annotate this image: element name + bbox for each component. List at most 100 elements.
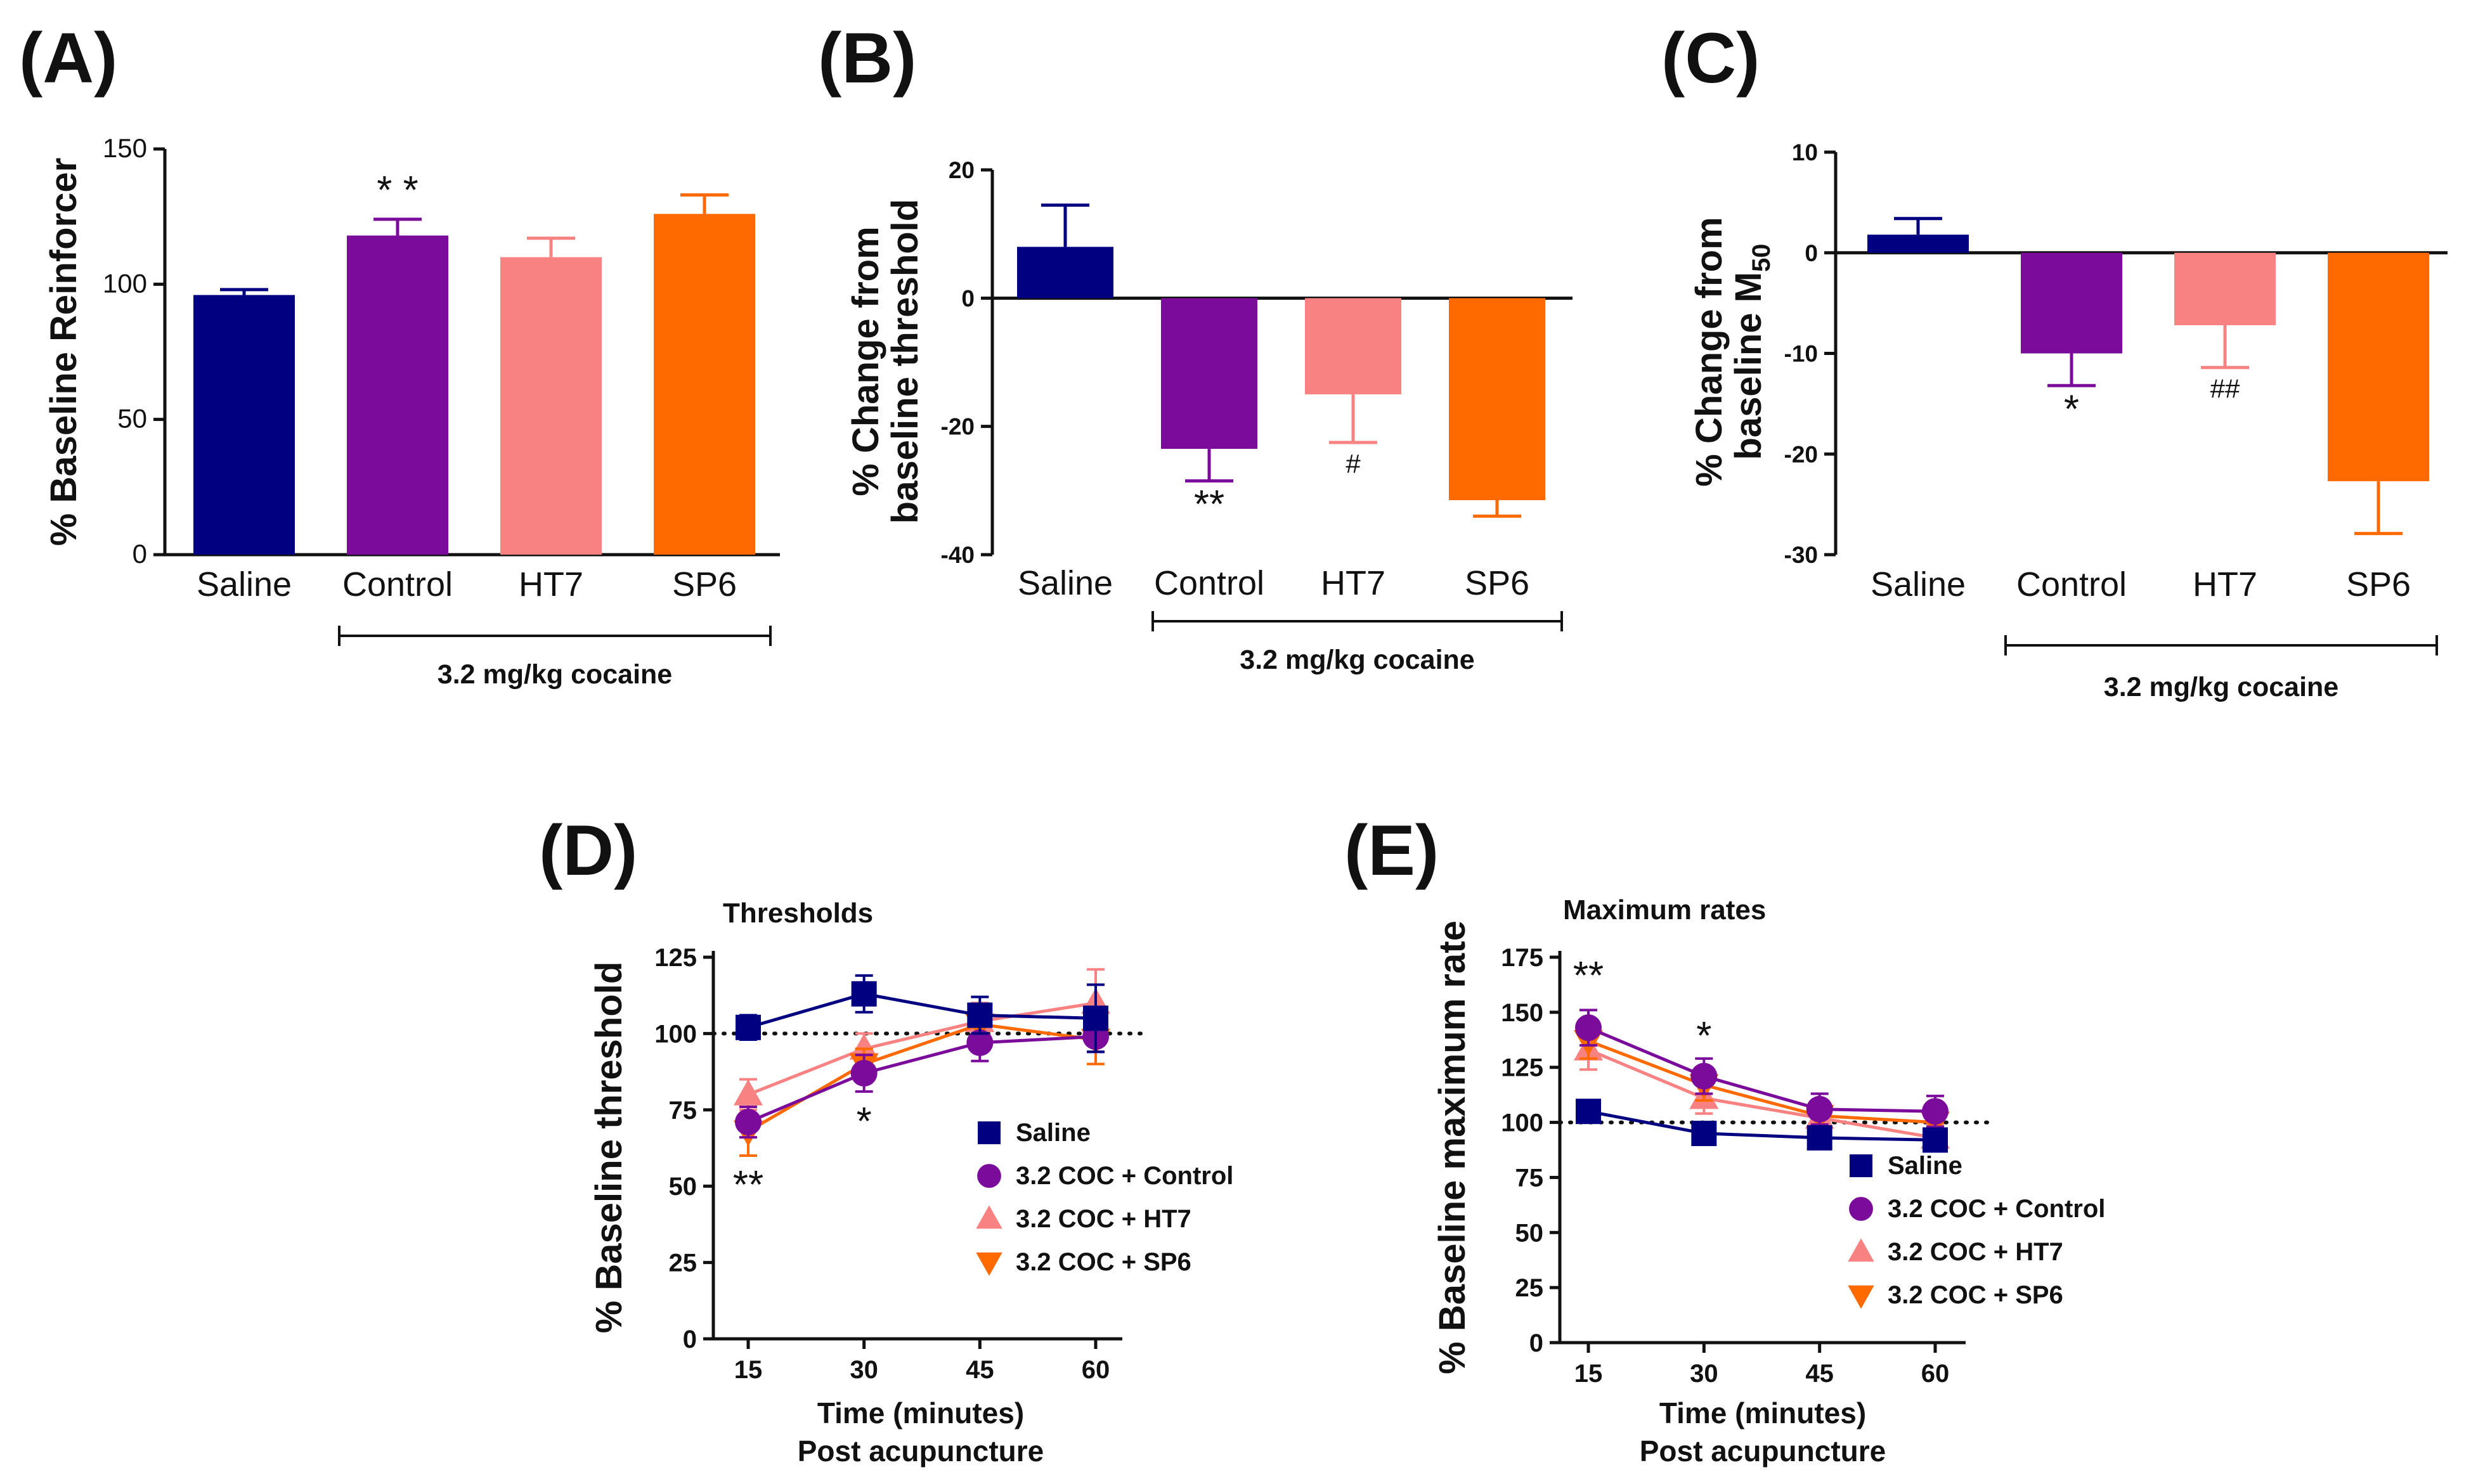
category-label-saline: Saline bbox=[1871, 565, 1966, 603]
bar-ht7 bbox=[500, 257, 602, 555]
y-tick-label: 125 bbox=[654, 944, 697, 972]
bar-sp6 bbox=[654, 214, 755, 555]
legend-label-3-2-coc-control: 3.2 COC + Control bbox=[1016, 1162, 1233, 1190]
y-axis-label: % Baseline threshold bbox=[588, 962, 630, 1334]
y-tick-label: 0 bbox=[133, 539, 147, 569]
significance-marker: * * bbox=[377, 169, 418, 212]
significance-marker: ## bbox=[2210, 374, 2240, 404]
y-axis-label-line: baseline M bbox=[1728, 272, 1769, 460]
data-point-3-2-coc-ht7 bbox=[849, 1033, 879, 1060]
legend-marker-saline bbox=[1850, 1154, 1872, 1177]
data-point-saline bbox=[967, 1002, 993, 1028]
series-line-saline bbox=[748, 992, 1096, 1029]
bracket-label: 3.2 mg/kg cocaine bbox=[438, 659, 672, 690]
category-label-ht7: HT7 bbox=[519, 565, 583, 603]
significance-marker: * bbox=[1696, 1014, 1711, 1058]
x-tick-label: 15 bbox=[1574, 1360, 1603, 1388]
data-point-saline bbox=[1806, 1125, 1832, 1151]
y-tick-label: 100 bbox=[1501, 1109, 1543, 1137]
significance-marker: * bbox=[2064, 387, 2079, 431]
y-tick-label: 75 bbox=[1515, 1164, 1544, 1192]
category-label-saline: Saline bbox=[1018, 564, 1113, 602]
category-label-control: Control bbox=[342, 565, 453, 603]
panel-letter-a: (A) bbox=[19, 18, 117, 98]
legend-marker-3-2-coc-sp6 bbox=[976, 1252, 1002, 1276]
data-point-saline bbox=[1576, 1099, 1601, 1125]
y-tick-label: 150 bbox=[103, 133, 147, 163]
data-point-3-2-coc-ht7 bbox=[734, 1079, 763, 1106]
category-label-sp6: SP6 bbox=[672, 565, 737, 603]
data-point-saline bbox=[1923, 1127, 1948, 1153]
category-label-control: Control bbox=[2016, 565, 2127, 603]
y-tick-label: 0 bbox=[1805, 240, 1818, 266]
y-tick-label: 50 bbox=[117, 404, 147, 434]
x-axis-sublabel: Post acupuncture bbox=[798, 1435, 1044, 1468]
panel-letter-b: (B) bbox=[818, 18, 916, 98]
y-tick-label: 100 bbox=[654, 1020, 697, 1048]
bar-saline bbox=[1867, 235, 1969, 253]
bar-control bbox=[347, 235, 448, 555]
y-tick-label: 150 bbox=[1501, 999, 1543, 1027]
data-point-saline bbox=[851, 981, 877, 1007]
y-tick-label: -20 bbox=[941, 414, 975, 440]
x-axis-label: Time (minutes) bbox=[1659, 1397, 1866, 1429]
significance-marker: ** bbox=[733, 1163, 763, 1207]
panel-a-bar-chart: 0 50 100 150 Saline Control * * HT7 SP6 3.2 mg/kg… bbox=[43, 133, 780, 690]
legend-label-3-2-coc-ht7: 3.2 COC + HT7 bbox=[1888, 1238, 2063, 1266]
y-axis-label: % Baseline maximum rate bbox=[1432, 920, 1473, 1374]
y-axis-label-subscript: 50 bbox=[1748, 243, 1775, 272]
legend-label-saline: Saline bbox=[1888, 1152, 1962, 1180]
bar-sp6 bbox=[1449, 298, 1545, 501]
data-point-saline bbox=[1083, 1005, 1108, 1031]
panel-letter-c: (C) bbox=[1661, 18, 1760, 98]
y-axis-label-line: % Change from bbox=[1689, 217, 1730, 486]
significance-marker: # bbox=[1346, 449, 1361, 479]
x-tick-label: 60 bbox=[1921, 1360, 1950, 1388]
data-point-3-2-coc-control bbox=[850, 1060, 878, 1087]
chart-title: Thresholds bbox=[723, 898, 873, 929]
x-tick-label: 30 bbox=[1690, 1360, 1718, 1388]
y-axis-label: % Change frombaseline M50 bbox=[1689, 217, 1775, 486]
bar-saline bbox=[193, 295, 295, 555]
x-tick-label: 30 bbox=[850, 1356, 878, 1384]
series-line-3-2-coc-control bbox=[748, 1035, 1096, 1124]
category-label-saline: Saline bbox=[197, 565, 292, 603]
data-point-3-2-coc-control bbox=[1806, 1095, 1833, 1123]
legend-marker-3-2-coc-sp6 bbox=[1848, 1285, 1874, 1309]
x-axis-label: Time (minutes) bbox=[817, 1397, 1024, 1429]
y-tick-label: 10 bbox=[1792, 139, 1818, 165]
y-axis-label-line: % Change from bbox=[845, 226, 886, 496]
y-axis-label: % Change frombaseline threshold bbox=[845, 199, 926, 524]
y-tick-label: 175 bbox=[1501, 944, 1543, 972]
y-tick-label: 0 bbox=[1529, 1329, 1543, 1357]
bar-control bbox=[2021, 252, 2122, 354]
chart-title: Maximum rates bbox=[1563, 894, 1766, 926]
y-tick-label: 100 bbox=[103, 268, 147, 298]
significance-marker: ** bbox=[1573, 954, 1604, 998]
bar-ht7 bbox=[2174, 252, 2276, 326]
series-line-3-2-coc-ht7 bbox=[1588, 1048, 1936, 1140]
category-label-ht7: HT7 bbox=[1321, 564, 1385, 602]
legend-label-3-2-coc-ht7: 3.2 COC + HT7 bbox=[1016, 1205, 1191, 1233]
legend-label-3-2-coc-control: 3.2 COC + Control bbox=[1888, 1195, 2105, 1223]
legend-label-3-2-coc-sp6: 3.2 COC + SP6 bbox=[1888, 1281, 2063, 1309]
series-line-3-2-coc-sp6 bbox=[1588, 1039, 1936, 1125]
bracket-label: 3.2 mg/kg cocaine bbox=[1240, 645, 1474, 675]
y-tick-label: 25 bbox=[669, 1249, 697, 1277]
y-tick-label: 75 bbox=[669, 1097, 697, 1125]
category-label-control: Control bbox=[1154, 564, 1264, 602]
legend-marker-3-2-coc-control bbox=[977, 1164, 1001, 1188]
x-tick-label: 15 bbox=[734, 1356, 763, 1384]
legend-marker-3-2-coc-ht7 bbox=[1848, 1238, 1874, 1262]
legend-marker-saline bbox=[978, 1121, 1001, 1144]
category-label-sp6: SP6 bbox=[2346, 565, 2411, 603]
data-point-saline bbox=[1691, 1120, 1717, 1146]
y-tick-label: -10 bbox=[1784, 341, 1818, 367]
y-tick-label: 125 bbox=[1501, 1054, 1543, 1082]
y-tick-label: -40 bbox=[941, 542, 975, 568]
bar-sp6 bbox=[2328, 252, 2429, 482]
y-tick-label: 50 bbox=[1515, 1219, 1544, 1247]
significance-marker: * bbox=[857, 1100, 872, 1144]
